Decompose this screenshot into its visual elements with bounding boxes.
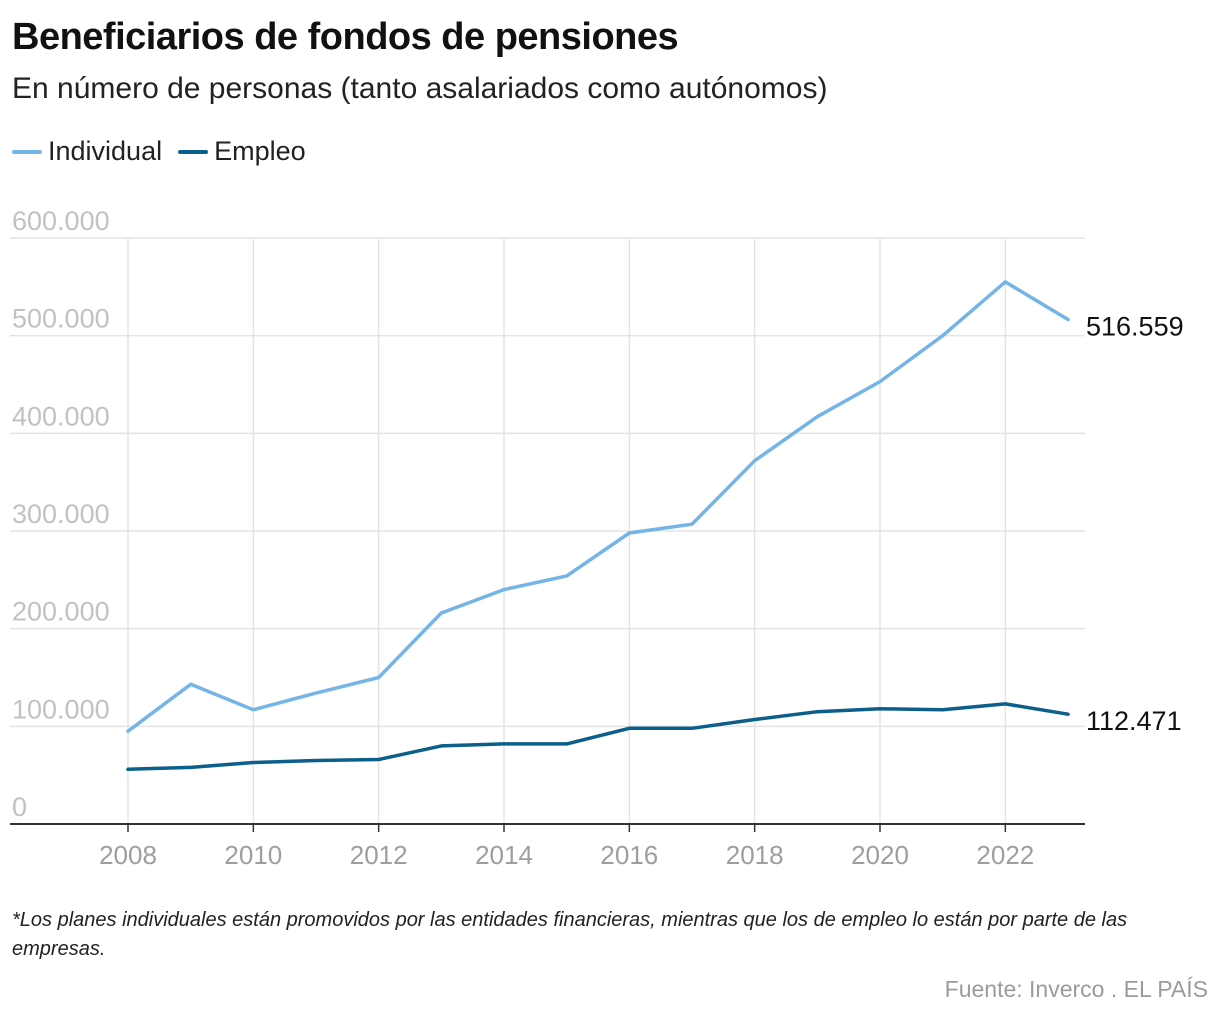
x-tick-label: 2008 [99, 840, 157, 870]
x-tick-label: 2014 [475, 840, 533, 870]
end-label-empleo: 112.471 [1086, 706, 1182, 736]
end-label-individual: 516.559 [1086, 311, 1184, 341]
x-tick-label: 2010 [224, 840, 282, 870]
x-tick-label: 2012 [350, 840, 408, 870]
line-chart: 2008 2010 2012 2014 2016 2018 2020 2022 0 100.000… [10, 206, 1184, 870]
y-tick-label: 600.000 [12, 206, 110, 236]
legend-label-empleo: Empleo [214, 136, 306, 166]
y-tick-label: 300.000 [12, 499, 110, 529]
y-tick-label: 200.000 [12, 597, 110, 627]
chart-title: Beneficiarios de fondos de pensiones [12, 16, 679, 58]
series-line-empleo [126, 702, 1070, 772]
source-credit: Fuente: Inverco . EL PAÍS [944, 976, 1208, 1002]
y-tick-label: 0 [12, 792, 27, 822]
legend-swatch-individual [12, 149, 42, 154]
x-tick-label: 2016 [600, 840, 658, 870]
y-tick-label: 100.000 [12, 694, 110, 724]
legend-item-empleo: Empleo [178, 136, 306, 167]
y-tick-label: 400.000 [12, 401, 110, 431]
legend-item-individual: Individual [12, 136, 162, 167]
legend-swatch-empleo [178, 149, 209, 154]
legend: Individual Empleo [12, 136, 322, 167]
y-tick-label: 500.000 [12, 304, 110, 334]
legend-label-individual: Individual [48, 136, 163, 166]
footnote: *Los planes individuales están promovido… [12, 909, 1128, 960]
series-line-individual [126, 280, 1070, 733]
x-tick-label: 2020 [851, 840, 909, 870]
chart-subtitle: En número de personas (tanto asalariados… [12, 72, 828, 105]
x-tick-label: 2022 [976, 840, 1034, 870]
x-tick-label: 2018 [726, 840, 784, 870]
